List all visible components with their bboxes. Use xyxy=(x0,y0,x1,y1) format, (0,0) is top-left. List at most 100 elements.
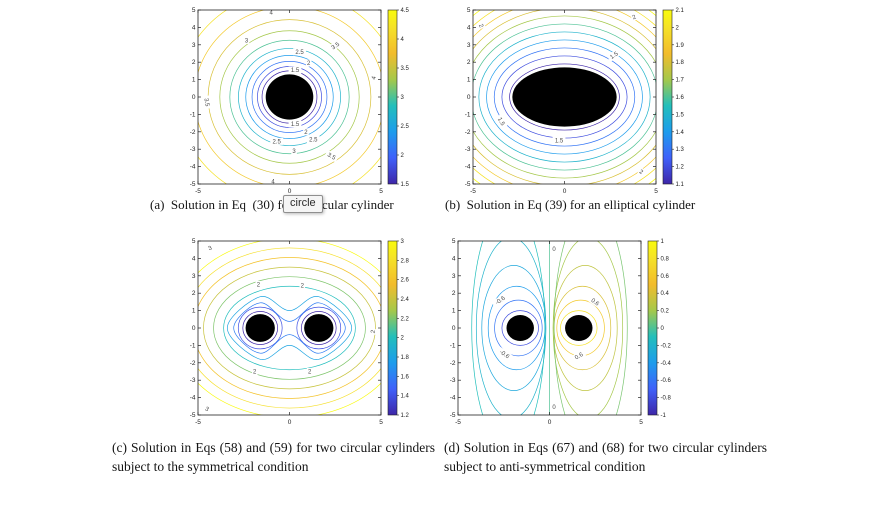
svg-text:4: 4 xyxy=(192,255,196,262)
caption-c: (c) Solution in Eqs (58) and (59) for tw… xyxy=(112,440,435,474)
svg-text:4.5: 4.5 xyxy=(401,8,410,14)
svg-text:1: 1 xyxy=(192,77,196,84)
svg-text:1.2: 1.2 xyxy=(401,413,410,419)
svg-text:1: 1 xyxy=(192,308,196,315)
svg-text:0: 0 xyxy=(552,405,556,411)
cylinder-shape xyxy=(245,314,275,342)
svg-text:-1: -1 xyxy=(450,342,456,349)
axis-ticks: 5 4 3 2 1 0 -1 -2 -3 -4 -5-5 0 5 xyxy=(450,238,643,426)
svg-text:-3: -3 xyxy=(465,146,471,153)
svg-text:-2: -2 xyxy=(190,360,196,367)
svg-text:3: 3 xyxy=(452,273,456,280)
cylinder-shape xyxy=(265,74,314,120)
cylinder-shape xyxy=(565,314,593,342)
colorbar-labels: 1 0.8 0.6 0.4 0.2 0 -0.2 -0.4 -0.6 -0.8 -1 xyxy=(657,239,672,419)
svg-text:2: 2 xyxy=(401,336,405,342)
axis-ticks: 5 4 3 2 1 0 -1 -2 -3 -4 -5-5 0 5 xyxy=(465,7,658,195)
svg-text:-4: -4 xyxy=(465,164,471,171)
svg-text:-5: -5 xyxy=(190,181,196,188)
svg-text:1.8: 1.8 xyxy=(401,355,410,361)
svg-text:1.4: 1.4 xyxy=(676,130,685,136)
colorbar xyxy=(387,240,398,416)
svg-text:3: 3 xyxy=(401,239,405,245)
contour-labels: 433.52.521.543.51.522.5 2.533.54 xyxy=(202,10,378,184)
cylinder-shape xyxy=(512,67,617,127)
colorbar-labels: 3 2.8 2.6 2.4 2.2 2 1.8 1.6 1.4 1.2 xyxy=(397,239,410,419)
contour-canvas-b: 2 2 1.5 1.5 1.5 2 5 4 3 2 1 0 -1 -2 -3 -4 -5-5 0 5 2.1 2 1.9 1… xyxy=(465,7,685,195)
svg-text:-2: -2 xyxy=(190,129,196,136)
svg-text:0.6: 0.6 xyxy=(574,352,585,362)
svg-text:0: 0 xyxy=(552,247,556,253)
axis-ticks: 5 4 3 2 1 0 -1 -2 -3 -4 -5-5 0 5 xyxy=(190,7,383,195)
svg-text:0: 0 xyxy=(192,94,196,101)
contour-plot-b: 2 2 1.5 1.5 1.5 2 5 4 3 2 1 0 -1 -2 -3 -4 -5 -5 0 5 2.1 2 1.9 1… xyxy=(451,5,691,206)
svg-text:2: 2 xyxy=(301,283,305,289)
svg-text:1: 1 xyxy=(661,239,665,245)
svg-text:3: 3 xyxy=(467,42,471,49)
svg-text:-4: -4 xyxy=(190,164,196,171)
contour-plot-d: 0 -0.6 -0.6 0.6 0.6 0 5 4 3 2 1 0 -1 -2 -3 -4 -5 -5 0 5 1 0.8… xyxy=(436,236,676,437)
svg-text:3: 3 xyxy=(208,245,214,252)
svg-text:0.4: 0.4 xyxy=(661,291,670,297)
svg-text:2.5: 2.5 xyxy=(295,50,304,56)
svg-text:0: 0 xyxy=(661,326,665,332)
svg-text:2: 2 xyxy=(632,14,638,21)
svg-text:2: 2 xyxy=(304,130,308,136)
svg-text:-5: -5 xyxy=(195,419,201,426)
svg-text:2: 2 xyxy=(192,59,196,66)
svg-text:0.6: 0.6 xyxy=(661,274,670,280)
svg-text:1.6: 1.6 xyxy=(676,95,685,101)
svg-text:2.4: 2.4 xyxy=(401,297,410,303)
svg-text:-3: -3 xyxy=(190,377,196,384)
svg-text:-5: -5 xyxy=(190,412,196,419)
svg-text:1.6: 1.6 xyxy=(401,374,410,380)
svg-text:3: 3 xyxy=(292,149,296,155)
svg-text:4: 4 xyxy=(371,75,378,80)
svg-text:3.5: 3.5 xyxy=(326,152,337,162)
svg-text:1: 1 xyxy=(467,77,471,84)
caption-b: (b) Solution in Eq (39) for an elliptica… xyxy=(445,197,696,212)
colorbar-labels: 2.1 2 1.9 1.8 1.7 1.6 1.5 1.4 1.3 1.2 1.1 xyxy=(672,8,685,188)
svg-text:1.5: 1.5 xyxy=(496,117,506,128)
contour-canvas-d: 0 -0.6 -0.6 0.6 0.6 0 5 4 3 2 1 0 -1 -2 -3 -4 -5-5 0 5 1 0.8… xyxy=(450,238,672,426)
svg-text:0.2: 0.2 xyxy=(661,309,670,315)
caption-d: (d) Solution in Eqs (67) and (68) for tw… xyxy=(444,440,767,474)
svg-text:2: 2 xyxy=(452,290,456,297)
svg-text:-5: -5 xyxy=(465,181,471,188)
colorbar xyxy=(647,240,658,416)
svg-text:5: 5 xyxy=(452,238,456,245)
contour-canvas-a: 433.52.521.543.51.522.5 2.533.54543210-1-… xyxy=(190,7,410,195)
svg-text:2: 2 xyxy=(192,290,196,297)
svg-text:2: 2 xyxy=(308,370,312,376)
colorbar xyxy=(387,9,398,185)
svg-text:1.1: 1.1 xyxy=(676,182,685,188)
svg-text:-2: -2 xyxy=(450,360,456,367)
cylinder-shape xyxy=(304,314,334,342)
svg-text:2: 2 xyxy=(477,23,484,29)
svg-text:5: 5 xyxy=(654,188,658,195)
svg-text:0: 0 xyxy=(467,94,471,101)
svg-text:2: 2 xyxy=(371,329,378,334)
svg-text:0: 0 xyxy=(563,188,567,195)
svg-text:2: 2 xyxy=(467,59,471,66)
svg-text:1.5: 1.5 xyxy=(291,122,300,128)
svg-text:-1: -1 xyxy=(661,413,667,419)
svg-text:2.5: 2.5 xyxy=(273,139,282,145)
svg-text:-4: -4 xyxy=(190,395,196,402)
contour-lines xyxy=(198,10,381,184)
svg-text:-5: -5 xyxy=(450,412,456,419)
svg-text:1: 1 xyxy=(452,308,456,315)
svg-text:1.5: 1.5 xyxy=(609,51,620,61)
svg-text:-2: -2 xyxy=(465,129,471,136)
contour-labels: 0 -0.6 -0.6 0.6 0.6 0 xyxy=(491,245,603,411)
svg-text:3: 3 xyxy=(204,406,210,413)
svg-text:2.5: 2.5 xyxy=(401,124,410,130)
contour-plot-a: 4 3 3.5 2.5 2 1.5 4 3.5 1.5 2 2.5 2.5 3 3.5 4 5 4 3 2 1 0 -1-… xyxy=(176,5,416,206)
svg-text:-1: -1 xyxy=(465,111,471,118)
axis-ticks: 5 4 3 2 1 0 -1 -2 -3 -4 -5-5 0 5 xyxy=(190,238,383,426)
svg-text:4: 4 xyxy=(401,37,405,43)
svg-text:2.8: 2.8 xyxy=(401,258,410,264)
svg-text:-5: -5 xyxy=(195,188,201,195)
cylinder-shape xyxy=(506,314,534,342)
svg-text:-0.6: -0.6 xyxy=(495,295,507,306)
